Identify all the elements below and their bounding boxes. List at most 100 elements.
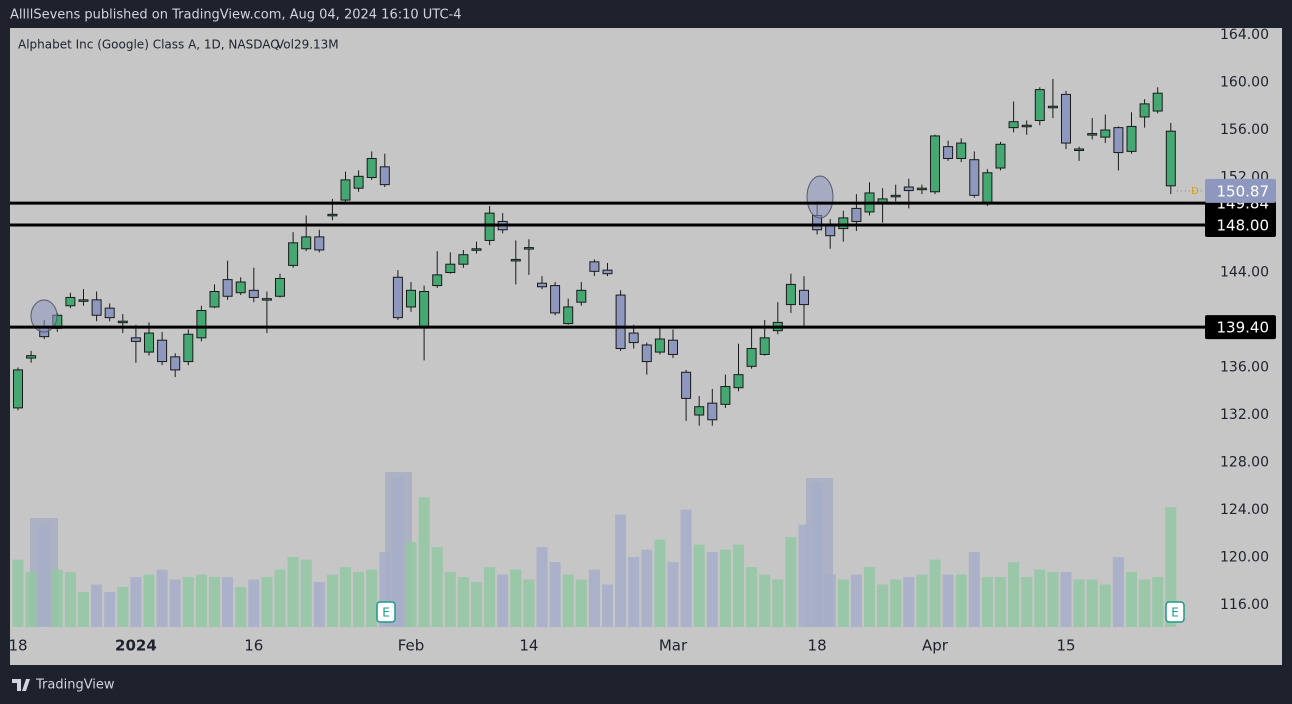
volume-pane <box>12 477 1177 627</box>
volume-bar <box>25 572 37 627</box>
candle-body <box>288 242 299 266</box>
volume-bar <box>562 574 574 627</box>
x-tick-label: 15 <box>1056 637 1075 655</box>
candle-body <box>916 187 927 191</box>
candle-body <box>785 283 796 306</box>
candle-body <box>235 281 246 294</box>
volume-bar <box>418 497 430 627</box>
candle-body <box>1165 130 1176 187</box>
volume-bar <box>143 574 155 627</box>
x-tick-label: 18 <box>8 637 27 655</box>
candle-body <box>654 338 665 353</box>
volume-bar <box>444 572 456 627</box>
candle-body <box>301 236 312 250</box>
volume-bar <box>1086 579 1098 627</box>
candle-body <box>353 175 364 189</box>
volume-bar <box>353 572 365 627</box>
volume-bar <box>654 539 666 627</box>
last-price-marker: D <box>1191 186 1199 197</box>
candle-body <box>1113 127 1124 154</box>
volume-bar <box>51 569 63 627</box>
candle-body <box>275 277 285 297</box>
chart-title: Alphabet Inc (Google) Class A, 1D, NASDA… <box>18 38 280 52</box>
overlay: 164.00160.00156.00152.00144.00136.00132.… <box>8 27 1276 655</box>
volume-bar <box>1021 577 1033 627</box>
volume-bar <box>64 572 76 627</box>
candle-body <box>641 344 652 363</box>
volume-bar <box>850 574 862 627</box>
volume-bar <box>877 584 889 627</box>
volume-bar <box>575 579 587 627</box>
volume-bar <box>91 584 103 627</box>
candle-body <box>222 279 233 297</box>
volume-bar <box>1034 569 1046 627</box>
candle-body <box>681 371 692 399</box>
volume-bar <box>182 577 194 627</box>
volume-bar <box>1060 572 1072 627</box>
candle-body <box>759 337 770 355</box>
volume-bar <box>1139 579 1151 627</box>
volume-bar <box>667 562 679 627</box>
candle-body <box>248 289 259 298</box>
volume-bar <box>12 559 24 627</box>
candle-body <box>694 406 705 416</box>
candle-body <box>550 285 561 314</box>
candle-body <box>379 166 390 186</box>
volume-bar <box>392 477 404 627</box>
candle-body <box>484 212 495 241</box>
candle-body <box>510 258 521 262</box>
footer-logo: TradingView <box>12 678 115 693</box>
candle-body <box>576 289 587 303</box>
volume-bar <box>916 574 928 627</box>
candle-body <box>537 282 547 288</box>
volume-bar <box>209 577 220 627</box>
level-label: 148.00 <box>1217 217 1270 235</box>
earnings-text: E <box>382 606 390 620</box>
volume-bar <box>379 552 391 627</box>
volume-bar <box>602 584 613 627</box>
y-tick-label: 116.00 <box>1220 597 1269 613</box>
volume-bar <box>471 582 482 627</box>
candle-body <box>130 337 141 342</box>
y-tick-label: 120.00 <box>1220 550 1269 566</box>
y-tick-label: 128.00 <box>1220 455 1269 471</box>
candle-body <box>563 306 574 325</box>
volume-bar <box>1112 557 1124 627</box>
candle-body <box>523 247 534 250</box>
volume-bar <box>1073 579 1085 627</box>
candle-body <box>327 213 338 217</box>
level-tag <box>1205 315 1276 340</box>
volume-bar <box>824 574 836 627</box>
candle-body <box>903 186 914 192</box>
footer: TradingView <box>35 678 115 693</box>
volume-bar <box>117 587 129 627</box>
volume-bar <box>981 577 993 627</box>
volume-bar <box>484 567 496 627</box>
candle-body <box>956 142 967 160</box>
candle-body <box>969 159 980 196</box>
candle-body <box>458 254 469 265</box>
y-tick-label: 124.00 <box>1220 502 1269 518</box>
earnings-text: E <box>1171 606 1179 620</box>
volume-bar <box>641 549 653 627</box>
volume-bar <box>746 567 758 627</box>
volume-bar <box>78 592 89 627</box>
candle-body <box>930 135 940 193</box>
volume-bar <box>104 592 116 627</box>
candle-body <box>1139 103 1150 118</box>
candle-body <box>825 224 836 237</box>
x-tick-label: Feb <box>398 637 425 655</box>
candle-body <box>668 339 678 355</box>
candle-body <box>799 289 809 306</box>
candle-body <box>1087 133 1098 136</box>
volume-bar <box>719 549 731 627</box>
candle-body <box>890 194 901 198</box>
candle-body <box>209 291 220 308</box>
y-tick-label: 160.00 <box>1220 75 1269 91</box>
candle-body <box>851 207 862 222</box>
volume-bar <box>942 574 954 627</box>
volume-bar <box>156 569 168 627</box>
volume-bar <box>1047 572 1059 627</box>
candle-body <box>392 276 403 319</box>
level-label: 139.40 <box>1217 319 1270 337</box>
